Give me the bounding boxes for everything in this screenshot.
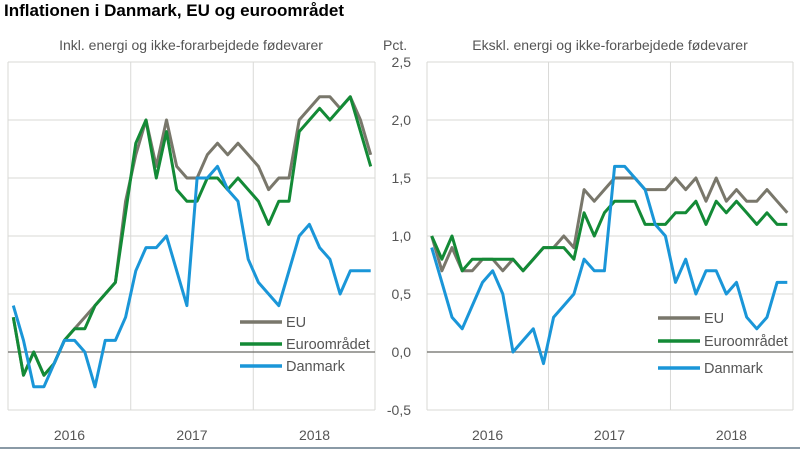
series-line-euroområdet — [11, 95, 373, 377]
legend-label: EU — [704, 311, 724, 327]
panel-1: Inkl. energi og ikke-forarbejdede fødeva… — [7, 37, 376, 443]
x-tick-label: 2016 — [472, 427, 503, 443]
legend-label: Danmark — [286, 359, 346, 375]
legend-label: Euroområdet — [286, 337, 370, 353]
y-tick-label: 1,5 — [392, 170, 412, 186]
legend-label: Danmark — [704, 361, 764, 377]
x-tick-label: 2018 — [299, 427, 330, 443]
panel-title: Inkl. energi og ikke-forarbejdede fødeva… — [59, 37, 323, 53]
y-tick-label: -0,5 — [387, 402, 411, 418]
legend-label: Euroområdet — [704, 334, 788, 350]
panel-2: Ekskl. energi og ikke-forarbejdede fødev… — [426, 37, 794, 443]
y-tick-label: 1,0 — [392, 228, 412, 244]
y-tick-label: 0,0 — [392, 344, 412, 360]
series-line-danmark — [430, 164, 788, 366]
x-tick-label: 2017 — [594, 427, 625, 443]
y-tick-label: 2,5 — [392, 54, 412, 70]
x-tick-label: 2016 — [54, 427, 85, 443]
panel-title: Ekskl. energi og ikke-forarbejdede fødev… — [472, 37, 748, 53]
figure-title: Inflationen i Danmark, EU og euroområdet — [4, 1, 345, 20]
y-tick-label: 2,0 — [392, 112, 412, 128]
legend-label: EU — [286, 315, 306, 331]
series-line-danmark — [11, 164, 371, 389]
y-tick-label: 0,5 — [392, 286, 412, 302]
x-tick-label: 2017 — [176, 427, 207, 443]
y-axis-unit: Pct. — [383, 37, 407, 53]
x-tick-label: 2018 — [716, 427, 747, 443]
